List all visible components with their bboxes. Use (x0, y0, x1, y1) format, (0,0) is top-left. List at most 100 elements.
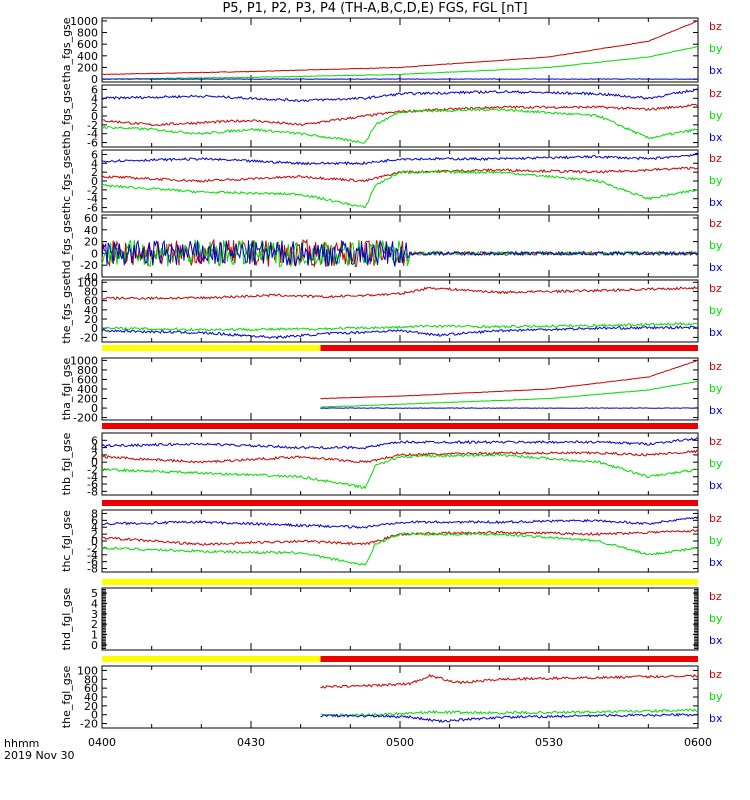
y-tick-label: 0 (91, 322, 98, 335)
y-tick-label: 1000 (70, 354, 98, 367)
panel-ylabel: tha_fgs_gse (60, 17, 73, 82)
y-tick-label: 20 (84, 700, 98, 713)
y-tick-label: -6 (87, 478, 98, 491)
y-tick-label: 400 (77, 383, 98, 396)
y-tick-label: 800 (77, 364, 98, 377)
legend-bx: bx (709, 64, 723, 77)
y-tick-label: 400 (77, 50, 98, 63)
y-tick-label: 6 (91, 514, 98, 527)
panel-ylabel: thc_fgl_gse (60, 510, 73, 572)
y-tick-label: 0 (91, 639, 98, 652)
y-tick-label: 40 (84, 304, 98, 317)
y-tick-label: 0 (91, 175, 98, 188)
status-bar-segment (102, 579, 698, 585)
y-tick-label: 20 (84, 313, 98, 326)
y-tick-label: 0 (91, 73, 98, 86)
panel-frame (101, 587, 699, 651)
y-tick-label: 0 (91, 110, 98, 123)
series-line-bz (320, 673, 698, 689)
y-tick-label: 2 (91, 166, 98, 179)
y-tick-label: 800 (77, 27, 98, 40)
series-line-by (101, 453, 699, 490)
y-tick-label: 0 (91, 402, 98, 415)
series-line-bx (320, 712, 699, 724)
legend-by: by (709, 690, 723, 703)
x-tick-label: 0600 (684, 736, 712, 749)
status-bar-segment (102, 500, 698, 506)
legend-by: by (709, 457, 723, 470)
y-tick-label: -2 (87, 119, 98, 132)
legend-by: by (709, 42, 723, 55)
y-tick-label: 200 (77, 393, 98, 406)
legend-bx: bx (709, 712, 723, 725)
series-line-bz (101, 103, 699, 127)
y-tick-label: -20 (80, 718, 98, 731)
panel-frame (101, 509, 699, 573)
y-tick-label: 4 (91, 521, 98, 534)
panel-frame (101, 665, 699, 729)
legend-bx: bx (709, 634, 723, 647)
series-line-bz (320, 359, 699, 400)
y-tick-label: -6 (87, 556, 98, 569)
legend-by: by (709, 382, 723, 395)
y-tick-label: 200 (77, 61, 98, 74)
x-tick-label: 0530 (535, 736, 563, 749)
series-line-by (101, 531, 698, 566)
y-tick-label: 20 (84, 236, 98, 249)
legend-bz: bz (709, 590, 722, 603)
panel-ylabel: the_fgs_gse (60, 278, 73, 343)
series-line-bx (101, 152, 699, 166)
y-tick-label: 8 (91, 507, 98, 520)
y-tick-label: 100 (77, 276, 98, 289)
y-tick-label: 3 (91, 608, 98, 621)
status-bar-segment (320, 656, 698, 662)
legend-bz: bz (709, 87, 722, 100)
y-tick-label: 2 (91, 618, 98, 631)
panel-ylabel: thd_fgl_gse (60, 587, 73, 650)
time-format-label: hhmm (4, 737, 40, 750)
series-line-bz (101, 529, 699, 546)
y-tick-label: 4 (91, 598, 98, 611)
series-line-bz (101, 166, 699, 183)
x-tick-label: 0430 (237, 736, 265, 749)
y-tick-label: -4 (87, 193, 98, 206)
series-line-bx (320, 407, 699, 409)
legend-bz: bz (709, 152, 722, 165)
y-tick-label: 1000 (70, 15, 98, 28)
series-line-bx (101, 325, 699, 340)
series-line-bx (101, 515, 699, 529)
y-tick-label: 1 (91, 629, 98, 642)
panel-ylabel: thb_fgs_gse (60, 83, 73, 149)
y-tick-label: 4 (91, 157, 98, 170)
legend-by: by (709, 612, 723, 625)
legend-bx: bx (709, 479, 723, 492)
y-tick-label: 6 (91, 148, 98, 161)
y-tick-label: 80 (84, 673, 98, 686)
y-tick-label: 2 (91, 101, 98, 114)
y-tick-label: 60 (84, 295, 98, 308)
y-tick-label: 600 (77, 38, 98, 51)
y-tick-label: 0 (91, 247, 98, 260)
y-tick-label: 0 (91, 535, 98, 548)
series-line-bz (101, 20, 699, 76)
legend-bx: bx (709, 556, 723, 569)
series-line-by (101, 170, 699, 209)
date-label: 2019 Nov 30 (4, 749, 75, 762)
status-bar-segment (102, 423, 698, 429)
legend-bz: bz (709, 512, 722, 525)
y-tick-label: 6 (91, 83, 98, 96)
y-tick-label: 0 (91, 456, 98, 469)
status-bar-segment (102, 656, 321, 662)
legend-bz: bz (709, 668, 722, 681)
series-line-by (101, 45, 699, 80)
legend-bx: bx (709, 261, 723, 274)
series-line-by (101, 107, 699, 144)
x-tick-label: 0500 (386, 736, 414, 749)
series-line-by (101, 321, 698, 332)
y-tick-label: -8 (87, 563, 98, 576)
legend-bx: bx (709, 404, 723, 417)
series-line-by (320, 380, 699, 408)
legend-by: by (709, 174, 723, 187)
y-tick-label: -20 (80, 259, 98, 272)
y-tick-label: -6 (87, 202, 98, 215)
